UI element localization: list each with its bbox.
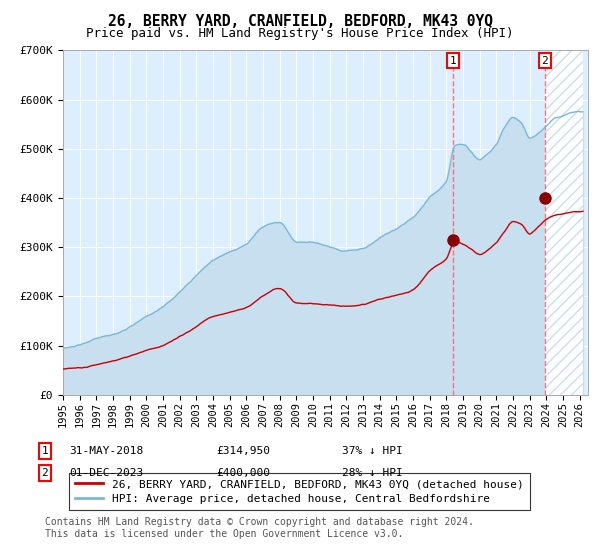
Text: 2: 2	[41, 468, 49, 478]
Text: 37% ↓ HPI: 37% ↓ HPI	[342, 446, 403, 456]
Legend: 26, BERRY YARD, CRANFIELD, BEDFORD, MK43 0YQ (detached house), HPI: Average pric: 26, BERRY YARD, CRANFIELD, BEDFORD, MK43…	[68, 473, 530, 511]
Text: £400,000: £400,000	[216, 468, 270, 478]
Text: £314,950: £314,950	[216, 446, 270, 456]
Text: 26, BERRY YARD, CRANFIELD, BEDFORD, MK43 0YQ: 26, BERRY YARD, CRANFIELD, BEDFORD, MK43…	[107, 14, 493, 29]
Text: 1: 1	[41, 446, 49, 456]
Text: 31-MAY-2018: 31-MAY-2018	[69, 446, 143, 456]
Text: 2: 2	[542, 55, 548, 66]
Text: Price paid vs. HM Land Registry's House Price Index (HPI): Price paid vs. HM Land Registry's House …	[86, 27, 514, 40]
Text: 1: 1	[450, 55, 457, 66]
Text: Contains HM Land Registry data © Crown copyright and database right 2024.
This d: Contains HM Land Registry data © Crown c…	[45, 517, 474, 539]
Text: 01-DEC-2023: 01-DEC-2023	[69, 468, 143, 478]
Text: 28% ↓ HPI: 28% ↓ HPI	[342, 468, 403, 478]
